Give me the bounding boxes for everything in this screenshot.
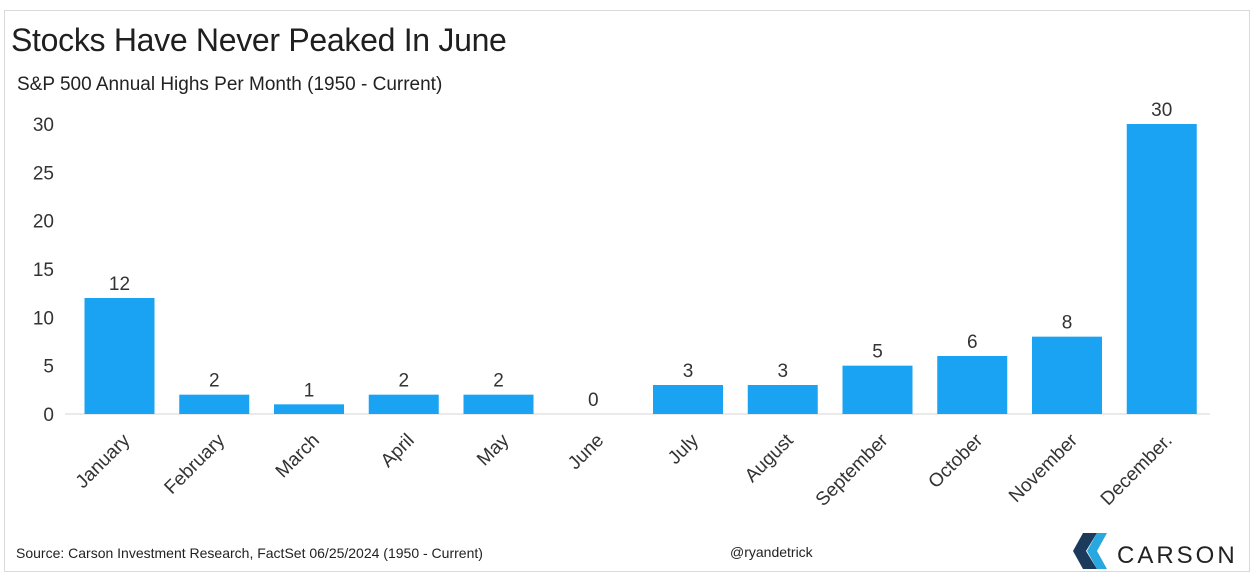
y-tick-label: 15 <box>33 260 54 281</box>
chart-frame <box>4 10 1250 572</box>
x-tick-label: April <box>377 430 419 472</box>
bars <box>84 124 1197 414</box>
bar-july <box>653 385 723 414</box>
y-tick-label: 25 <box>33 163 54 184</box>
y-tick-label: 10 <box>33 308 54 329</box>
y-tick-label: 5 <box>43 357 54 378</box>
chart-title: Stocks Have Never Peaked In June <box>11 22 507 58</box>
x-tick-label: February <box>161 430 230 499</box>
y-axis: 0 5 10 15 20 25 30 <box>33 115 54 426</box>
bar-october <box>937 356 1008 414</box>
data-label: 0 <box>588 390 599 411</box>
x-tick-label: March <box>272 430 324 482</box>
bar-september <box>842 365 913 414</box>
bar-december <box>1126 124 1197 414</box>
chart-subtitle: S&P 500 Annual Highs Per Month (1950 - C… <box>17 74 443 95</box>
bar-january <box>84 298 155 414</box>
data-label: 1 <box>304 380 315 401</box>
data-label: 2 <box>398 371 409 392</box>
x-tick-label: November <box>1005 430 1082 507</box>
bar-may <box>463 394 534 414</box>
x-tick-label: August <box>741 430 798 487</box>
data-label: 30 <box>1151 100 1172 121</box>
data-label: 3 <box>777 361 788 382</box>
bar-november <box>1032 336 1102 414</box>
bar-april <box>368 394 439 414</box>
data-label: 2 <box>493 371 504 392</box>
carson-logo-icon <box>1073 533 1107 569</box>
x-tick-label: September <box>812 430 893 511</box>
x-tick-label: December. <box>1097 430 1177 510</box>
x-axis: January February March April May June July Augu… <box>72 430 1177 511</box>
bar-august <box>747 385 818 414</box>
x-tick-label: January <box>72 430 135 493</box>
data-label: 8 <box>1062 313 1073 334</box>
bar-march <box>274 404 344 414</box>
author-handle: @ryandetrick <box>730 544 813 560</box>
x-tick-label: May <box>473 430 514 471</box>
bar-february <box>179 394 250 414</box>
y-tick-label: 30 <box>33 115 54 136</box>
source-note: Source: Carson Investment Research, Fact… <box>16 545 483 561</box>
data-label: 3 <box>683 361 694 382</box>
data-label: 2 <box>209 371 220 392</box>
y-tick-label: 20 <box>33 212 54 233</box>
y-tick-label: 0 <box>43 405 54 426</box>
data-label: 6 <box>967 332 978 353</box>
x-tick-label: October <box>925 430 988 493</box>
data-label: 5 <box>872 342 883 363</box>
data-label: 12 <box>109 274 130 295</box>
x-tick-label: June <box>564 430 608 474</box>
brand-name: CARSON <box>1117 542 1238 569</box>
x-tick-label: July <box>664 430 703 469</box>
